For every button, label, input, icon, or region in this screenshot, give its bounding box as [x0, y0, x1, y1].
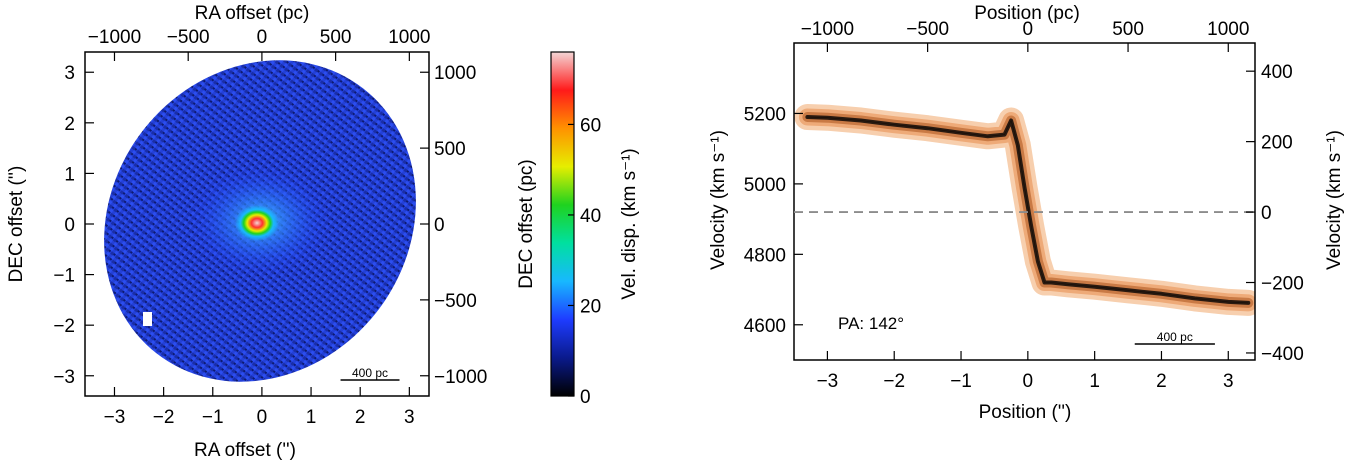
dispersion-map-panel: −3 −2 −1 0 1 2 3 −3 −2 −1 0 1 2 3 −1000 −500 0 500 1000100…: [6, 3, 537, 461]
pv-y-tick-label: 5200: [744, 104, 786, 125]
map-scale-bar-label: 400 pc: [352, 366, 388, 380]
map-x-tick-label: −2: [153, 407, 175, 428]
map-y-tick-label: 3: [64, 63, 75, 84]
pv-x-tick-label: 3: [1223, 371, 1234, 392]
pv-top-tick-label: 0: [1023, 19, 1034, 40]
pv-top-tick-label: 500: [1112, 19, 1144, 40]
map-y-tick-label: −1: [53, 266, 75, 287]
map-x-tick-label: −3: [104, 407, 126, 428]
pv-axes: −3 −2 −1 0 1 2 3 4600 4800 5000 5200 −1000 −500 0 500 1…: [744, 19, 1304, 392]
pv-top-axis-label: Position (pc): [974, 3, 1080, 24]
pv-right-tick-label: 200: [1261, 133, 1293, 154]
pv-x-tick-label: 0: [1023, 371, 1034, 392]
dispersion-map-image: [104, 60, 416, 382]
colorbar-tick-label: 60: [580, 115, 601, 136]
pv-right-tick-label: 400: [1261, 62, 1293, 83]
pv-x-tick-label: −2: [883, 371, 905, 392]
colorbar: 0 20 40 60 Vel. disp. (km s⁻¹): [550, 51, 640, 408]
map-axes: −3 −2 −1 0 1 2 3 −3 −2 −1 0 1 2 3 −1000 −500 0 500 1000100…: [53, 27, 487, 428]
colorbar-label: Vel. disp. (km s⁻¹): [619, 148, 640, 300]
map-hole: [143, 312, 152, 326]
pv-top-tick-label: −500: [906, 19, 949, 40]
map-top-axis-label: RA offset (pc): [195, 3, 310, 24]
colorbar-tick-label: 40: [580, 206, 601, 227]
pv-x-tick-label: 2: [1156, 371, 1167, 392]
pv-right-axis-label: Velocity (km s⁻¹): [1324, 130, 1345, 270]
pv-contours: [794, 104, 1255, 316]
map-x-tick-label: −1: [202, 407, 224, 428]
pv-top-tick-label: 1000: [1207, 19, 1249, 40]
map-right-tick-label: −1000: [434, 367, 487, 388]
pv-x-tick-label: −1: [950, 371, 972, 392]
pv-y-tick-label: 5000: [744, 175, 786, 196]
colorbar-tick-label: 20: [580, 296, 601, 317]
map-scale-bar: 400 pc: [340, 366, 400, 381]
pv-right-tick-label: 0: [1261, 203, 1272, 224]
map-y-axis-label: DEC offset (''): [6, 166, 27, 283]
pv-top-tick-label: −1000: [801, 19, 854, 40]
pv-scale-bar-label: 400 pc: [1157, 330, 1193, 344]
map-top-tick-label: 500: [320, 27, 352, 48]
colorbar-tick-label: 0: [580, 387, 591, 408]
pv-frame: [793, 42, 1256, 361]
map-top-tick-label: −500: [167, 27, 210, 48]
pv-diagram-panel: −3 −2 −1 0 1 2 3 4600 4800 5000 5200 −1000 −500 0 500 1…: [708, 3, 1345, 423]
colorbar-axis: 0 20 40 60: [568, 115, 601, 408]
pv-scale-bar: 400 pc: [1134, 330, 1215, 345]
pv-x-tick-label: −3: [817, 371, 839, 392]
map-y-tick-label: −3: [53, 367, 75, 388]
pv-x-axis-label: Position (''): [979, 402, 1072, 423]
map-x-tick-label: 1: [306, 407, 317, 428]
pv-x-tick-label: 1: [1089, 371, 1100, 392]
pv-y-tick-label: 4600: [744, 316, 786, 337]
nuclear-peak: [235, 205, 279, 241]
map-right-tick-label: 1000: [434, 63, 476, 84]
map-x-tick-label: 3: [404, 407, 415, 428]
map-top-tick-label: 0: [257, 27, 268, 48]
map-x-tick-label: 0: [257, 407, 268, 428]
map-right-axis-label: DEC offset (pc): [516, 159, 537, 289]
map-right-tick-label: −500: [434, 291, 477, 312]
map-x-tick-label: 2: [355, 407, 366, 428]
colorbar-gradient: [550, 51, 575, 397]
pv-right-tick-label: −200: [1261, 274, 1304, 295]
pv-right-tick-label: −400: [1261, 344, 1304, 365]
pv-y-tick-label: 4800: [744, 245, 786, 266]
map-y-tick-label: 0: [64, 215, 75, 236]
map-top-tick-label: −1000: [88, 27, 141, 48]
map-y-tick-label: 1: [64, 164, 75, 185]
map-right-tick-label: 500: [434, 139, 466, 160]
pv-annotation: PA: 142°: [838, 314, 904, 333]
pv-y-axis-label: Velocity (km s⁻¹): [708, 130, 729, 270]
map-y-tick-label: 2: [64, 114, 75, 135]
map-y-tick-label: −2: [53, 316, 75, 337]
map-top-tick-label: 1000: [388, 27, 430, 48]
map-right-tick-label: 0: [434, 215, 445, 236]
map-x-axis-label: RA offset (''): [194, 440, 296, 461]
pv-contour-peak-edge: [807, 116, 1249, 304]
